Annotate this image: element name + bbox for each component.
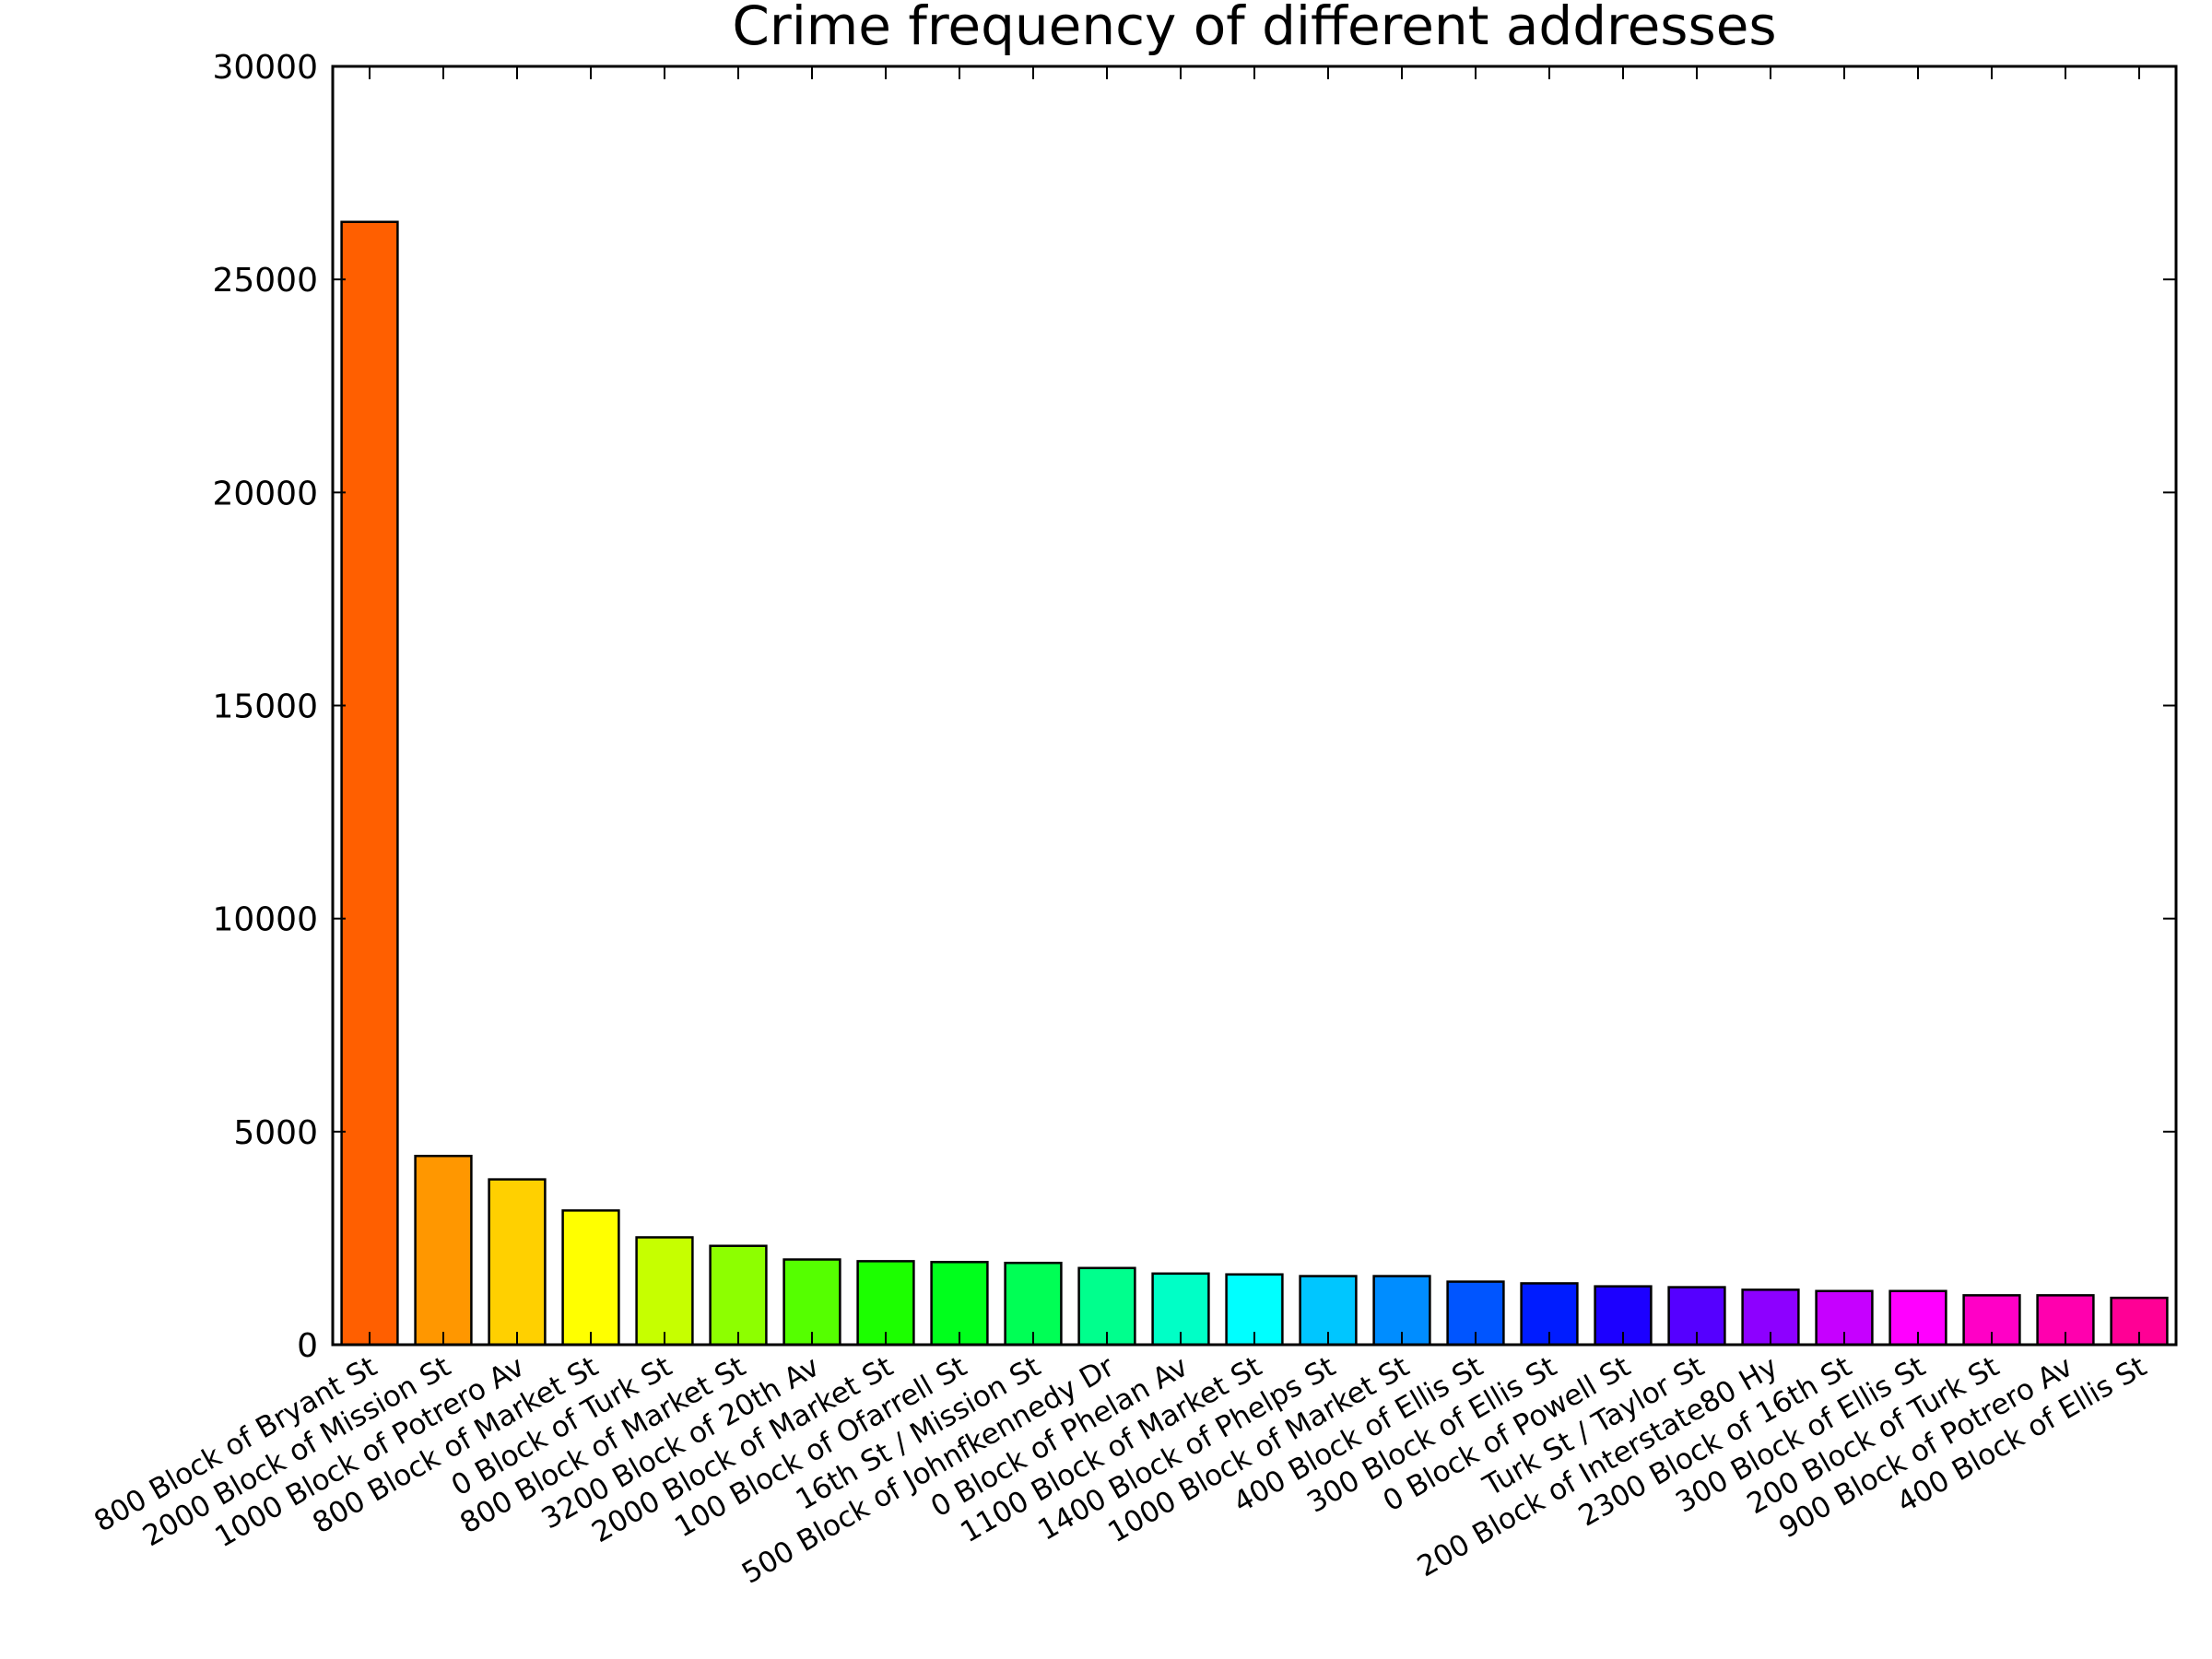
bar (340, 220, 399, 1347)
bar (488, 1178, 547, 1347)
chart-title: Crime frequency of different addresses (732, 0, 1776, 57)
bar (1004, 1261, 1063, 1347)
y-tick-label: 15000 (212, 688, 318, 726)
y-tick-label: 25000 (212, 262, 318, 300)
y-axis: 0 5000 10000 15000 20000 25000 30000 (212, 49, 2176, 1365)
y-tick-label: 30000 (212, 49, 318, 87)
bar (709, 1244, 768, 1347)
bar (635, 1236, 694, 1347)
y-tick-label: 10000 (212, 901, 318, 939)
bar (414, 1154, 473, 1347)
y-tick-label: 5000 (233, 1114, 318, 1152)
y-tick-label: 20000 (212, 475, 318, 512)
y-tick-label: 0 (297, 1327, 318, 1365)
bar (782, 1258, 841, 1347)
plot-frame (331, 65, 2178, 1347)
bars-layer (340, 220, 2169, 1347)
bar (561, 1209, 620, 1347)
x-tick-label: 2000 Block of Mission St (137, 1350, 456, 1554)
